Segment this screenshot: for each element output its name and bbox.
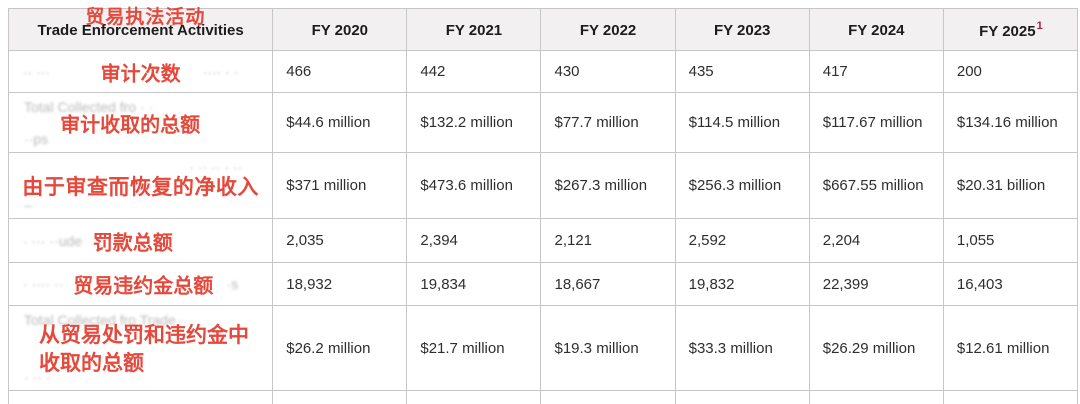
cell-value [942,390,1079,404]
cell-value [674,390,810,404]
faded-english-text: ···· · · [202,63,239,80]
cell-value: 2,204 [808,218,944,263]
cell-value: $117.67 million [808,92,944,153]
cell-value: 200 [942,50,1079,93]
table-row-partial-clipped [7,390,1079,404]
cell-value: 22,399 [808,262,944,306]
faded-english-text: ··ps [24,131,49,147]
table-row-collected-from-penalties: Total Collected fro Trade · 从贸易处罚和违约金中 收取… [7,305,1079,391]
cell-value: 2,592 [674,218,810,263]
row-label-cell: Total Collected fro · · 审计收取的总额 ··ps [7,92,274,153]
cell-value [540,390,676,404]
cell-value: $33.3 million [674,305,810,391]
row-label-cn-overlay: 由于审查而恢复的净收入 [22,175,259,199]
column-header-activities-label: Trade Enforcement Activities [37,21,244,39]
cell-value: $12.61 million [942,305,1079,391]
trade-enforcement-table: 贸易执法活动 Trade Enforcement Activities FY 2… [7,7,1079,404]
cell-value [406,390,542,404]
column-header-fy2020: FY 2020 [272,8,408,51]
column-header-fy2024: FY 2024 [808,8,944,51]
faded-english-text: · ···· ·· [23,276,64,292]
faded-english-text: Total Collected fro · · [24,99,154,115]
overlay-title-cn: 贸易执法活动 [85,7,206,28]
cell-value: 2,035 [272,218,408,263]
cell-value: $473.6 million [406,152,542,219]
cell-value [272,390,408,404]
cell-value: 2,394 [406,218,542,263]
cell-value: 18,667 [540,262,676,306]
column-header-activities: 贸易执法活动 Trade Enforcement Activities [7,7,274,51]
cell-value: $114.5 million [674,92,810,153]
table-row-net-revenue-recovered: · ·· ·· · ·· 由于审查而恢复的净收入 – $371 million … [7,152,1079,219]
cell-value: $267.3 million [540,152,676,219]
header-row: 贸易执法活动 Trade Enforcement Activities FY 2… [7,7,1079,51]
cell-value: 466 [272,50,408,93]
cell-value: $44.6 million [272,92,408,153]
cell-value: $20.31 billion [942,152,1079,219]
cell-value: $132.2 million [406,92,542,153]
row-label-cn-overlay: 从贸易处罚和违约金中 收取的总额 [39,322,249,378]
cell-value: $21.7 million [406,305,542,391]
row-label-cell: · ··· ··ude 罚款总额 [7,218,274,263]
row-label-cn-overlay: 审计次数 [100,63,181,85]
row-label-cell: · ·· ·· · ·· 由于审查而恢复的净收入 – [7,152,274,219]
column-header-fy2025-label: FY 2025 [979,22,1036,40]
row-label-cn-line2: 收取的总额 [39,352,144,375]
row-label-cell: · ···· ·· 贸易违约金总额 ·s [7,262,274,306]
cell-value: 16,403 [942,262,1079,306]
faded-english-text: ·· ··· [23,63,51,80]
column-header-fy2025: FY 20251 [942,8,1079,51]
cell-value: 2,121 [540,218,676,263]
cell-value: $667.55 million [808,152,944,219]
cell-value: $256.3 million [674,152,810,219]
faded-english-text: – [24,197,32,213]
cell-value: $26.2 million [272,305,408,391]
table-row-collected-from-audits: Total Collected fro · · 审计收取的总额 ··ps $44… [7,92,1079,153]
table-row-liquidated-damages: · ···· ·· 贸易违约金总额 ·s 18,932 19,834 18,66… [7,262,1079,306]
row-label-cell [7,390,274,404]
row-label-cn-overlay: 罚款总额 [92,232,173,254]
column-header-fy2022: FY 2022 [540,8,676,51]
row-label-cell: Total Collected fro Trade · 从贸易处罚和违约金中 收取… [7,305,274,391]
row-label-cn-line1: 从贸易处罚和违约金中 [39,324,249,347]
faded-english-text: · ·· · [24,369,51,385]
cell-value: $19.3 million [540,305,676,391]
cell-value: $134.16 million [942,92,1079,153]
cell-value: 19,832 [674,262,810,306]
cell-value: $26.29 million [808,305,944,391]
cell-value: 430 [540,50,676,93]
cell-value: $371 million [272,152,408,219]
row-label-cn-overlay: 审计收取的总额 [60,114,201,136]
cell-value: $77.7 million [540,92,676,153]
cell-value: 1,055 [942,218,1079,263]
cell-value: 442 [406,50,542,93]
table-row-total-penalties: · ··· ··ude 罚款总额 2,035 2,394 2,121 2,592… [7,218,1079,263]
cell-value: 417 [808,50,944,93]
cell-value: 18,932 [272,262,408,306]
cell-value [808,390,944,404]
faded-english-text: · ·· ·· · ·· [189,159,243,175]
column-header-fy2023: FY 2023 [674,8,810,51]
row-label-cn-overlay: 贸易违约金总额 [73,275,214,298]
table-row-audits: ·· ··· 审计次数 ···· · · 466 442 430 435 417… [7,50,1079,93]
cell-value: 435 [674,50,810,93]
footnote-superscript: 1 [1036,19,1043,32]
faded-english-text: · ··· ··ude [23,232,83,249]
faded-english-text: Total Collected fro Trade · [24,312,185,328]
row-label-cell: ·· ··· 审计次数 ···· · · [7,50,274,93]
column-header-fy2021: FY 2021 [406,8,542,51]
cell-value: 19,834 [406,262,542,306]
faded-english-text: ·s [226,276,239,292]
